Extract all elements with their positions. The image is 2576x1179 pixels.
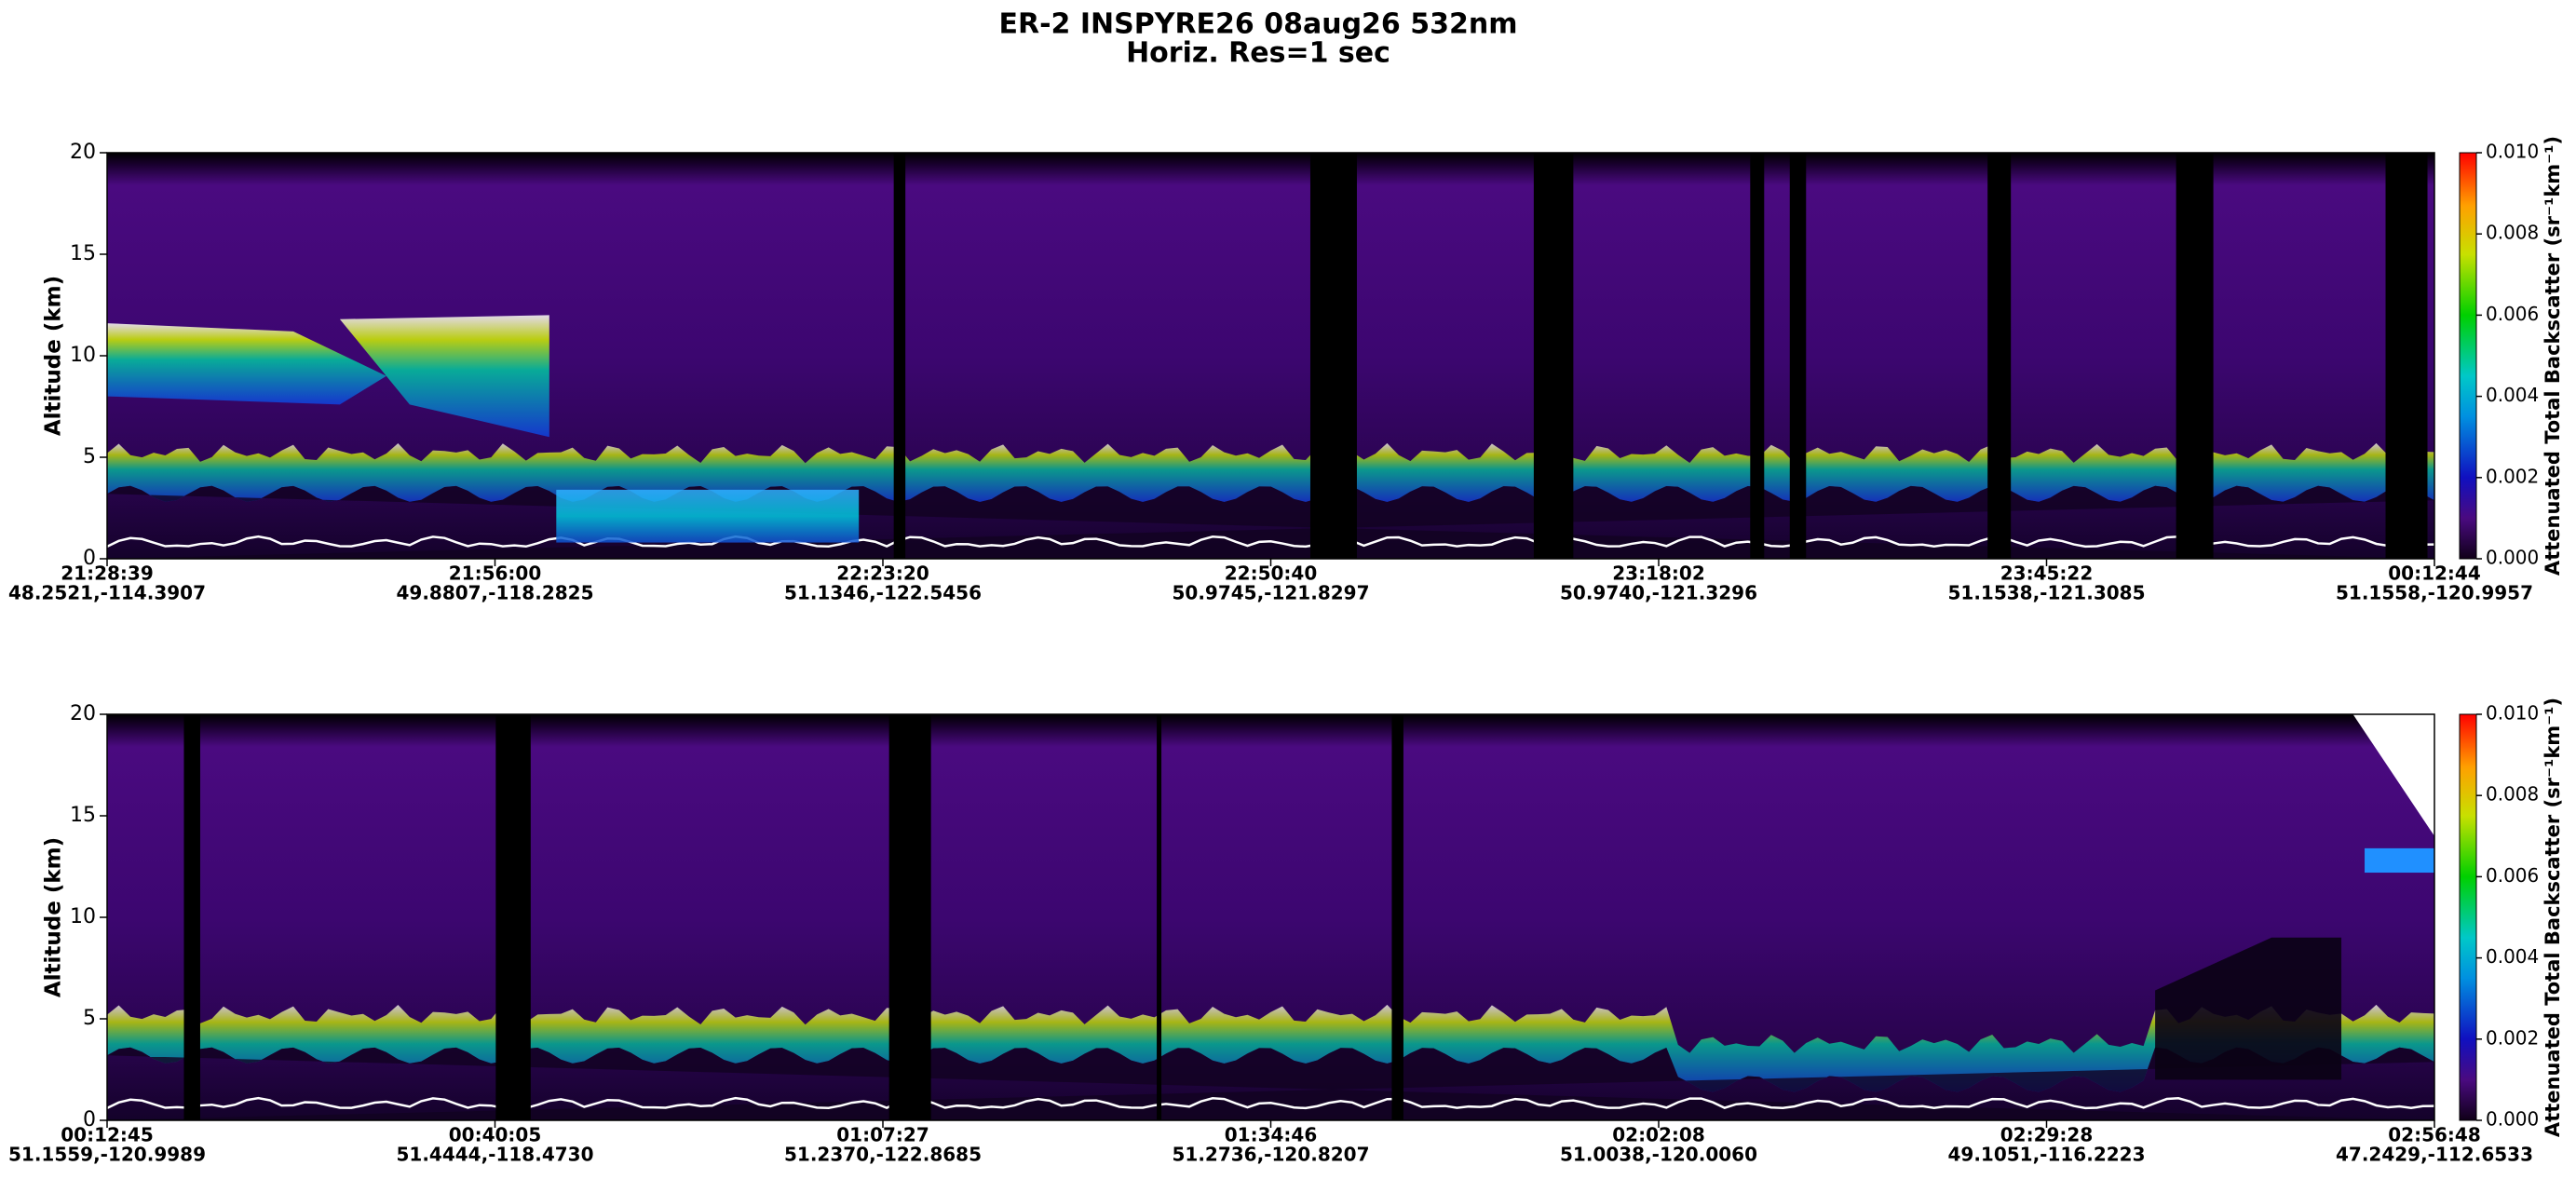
data-gap bbox=[1309, 153, 1357, 559]
data-gap bbox=[2176, 153, 2214, 559]
surface-return bbox=[106, 1096, 2435, 1110]
y-tick-label: 20 bbox=[70, 141, 96, 164]
colorbar-label: Attenuated Total Backscatter (sr⁻¹km⁻¹) bbox=[2542, 698, 2564, 1137]
x-tick-sublabel: 49.8807,-118.2825 bbox=[396, 582, 593, 604]
x-tick-label: 02:29:28 bbox=[2000, 1124, 2094, 1146]
x-tick-sublabel: 51.2736,-120.8207 bbox=[1172, 1144, 1369, 1166]
cirrus bbox=[107, 323, 386, 405]
x-tick-label: 00:40:05 bbox=[449, 1124, 542, 1146]
cirrus bbox=[339, 315, 549, 438]
cloud-top bbox=[2155, 937, 2342, 1080]
colorbar-tick-label: 0.010 bbox=[2486, 702, 2539, 725]
y-tick-label: 10 bbox=[70, 344, 96, 367]
x-tick-sublabel: 51.4444,-118.4730 bbox=[396, 1144, 593, 1166]
colorbar-tick-label: 0.002 bbox=[2486, 1026, 2539, 1049]
x-tick-sublabel: 51.1558,-120.9957 bbox=[2336, 582, 2533, 604]
x-tick-label: 01:07:27 bbox=[836, 1124, 929, 1146]
colorbar-tick-label: 0.004 bbox=[2486, 384, 2539, 406]
y-tick-label: 0 bbox=[83, 1108, 96, 1132]
colorbar bbox=[2459, 152, 2477, 560]
x-tick-sublabel: 49.1051,-116.2223 bbox=[1947, 1144, 2145, 1166]
x-tick-label: 21:28:39 bbox=[61, 562, 154, 585]
y-tick-label: 5 bbox=[83, 445, 96, 468]
y-axis-label: Altitude (km) bbox=[42, 837, 66, 997]
colorbar-tick-label: 0.000 bbox=[2486, 547, 2539, 569]
colorbar-tick-label: 0.008 bbox=[2486, 783, 2539, 806]
x-tick-sublabel: 47.2429,-112.6533 bbox=[2336, 1144, 2533, 1166]
colorbar-tick-label: 0.008 bbox=[2486, 222, 2539, 244]
plume bbox=[2365, 847, 2434, 874]
colorbar-tick-label: 0.004 bbox=[2486, 945, 2539, 968]
x-tick-sublabel: 51.1538,-121.3085 bbox=[1947, 582, 2145, 604]
y-axis-label: Altitude (km) bbox=[42, 276, 66, 436]
x-tick-label: 00:12:45 bbox=[61, 1124, 154, 1146]
colorbar-tick-label: 0.002 bbox=[2486, 465, 2539, 487]
data-gap bbox=[1789, 153, 1807, 559]
x-tick-sublabel: 50.9745,-121.8297 bbox=[1172, 582, 1369, 604]
data-gap bbox=[1391, 714, 1403, 1120]
data-gap bbox=[888, 714, 931, 1120]
colorbar-tick-label: 0.006 bbox=[2486, 864, 2539, 887]
x-tick-sublabel: 48.2521,-114.3907 bbox=[8, 582, 206, 604]
data-gap bbox=[183, 714, 200, 1120]
chart-subtitle: Horiz. Res=1 sec bbox=[1126, 37, 1390, 70]
x-tick-label: 00:12:44 bbox=[2388, 562, 2481, 585]
data-gap bbox=[1533, 153, 1574, 559]
cloud-layer bbox=[107, 442, 2434, 502]
backscatter-image bbox=[106, 153, 2435, 559]
colorbar-label: Attenuated Total Backscatter (sr⁻¹km⁻¹) bbox=[2542, 136, 2564, 576]
x-tick-label: 01:34:46 bbox=[1225, 1124, 1318, 1146]
backscatter-image bbox=[106, 714, 2435, 1120]
data-gap bbox=[893, 153, 906, 559]
colorbar-tick-label: 0.006 bbox=[2486, 303, 2539, 325]
x-tick-label: 22:50:40 bbox=[1225, 562, 1318, 585]
x-tick-sublabel: 51.2370,-122.8685 bbox=[784, 1144, 982, 1166]
x-tick-sublabel: 51.1346,-122.5456 bbox=[784, 582, 982, 604]
data-gap bbox=[2385, 153, 2428, 559]
under-cloud bbox=[107, 1047, 2434, 1120]
x-tick-sublabel: 50.9740,-121.3296 bbox=[1560, 582, 1757, 604]
y-tick-label: 0 bbox=[83, 547, 96, 570]
data-gap bbox=[495, 714, 531, 1120]
colorbar bbox=[2459, 713, 2477, 1121]
x-tick-label: 22:23:20 bbox=[836, 562, 929, 585]
cloud-layer bbox=[107, 1004, 2434, 1092]
colorbar-tick-label: 0.000 bbox=[2486, 1108, 2539, 1131]
x-tick-sublabel: 51.1559,-120.9989 bbox=[8, 1144, 206, 1166]
data-gap bbox=[1750, 153, 1765, 559]
y-tick-label: 15 bbox=[70, 242, 96, 265]
x-tick-label: 23:18:02 bbox=[1612, 562, 1705, 585]
data-gap bbox=[1157, 714, 1162, 1120]
data-gap bbox=[1987, 153, 2012, 559]
y-tick-label: 5 bbox=[83, 1007, 96, 1030]
fade bbox=[2352, 714, 2434, 836]
surface-return bbox=[106, 535, 2435, 549]
x-tick-label: 21:56:00 bbox=[449, 562, 542, 585]
x-tick-label: 23:45:22 bbox=[2000, 562, 2094, 585]
y-tick-label: 20 bbox=[70, 702, 96, 725]
x-tick-label: 02:02:08 bbox=[1612, 1124, 1705, 1146]
chart-title: ER-2 INSPYRE26 08aug26 532nm bbox=[999, 8, 1518, 41]
y-tick-label: 10 bbox=[70, 905, 96, 928]
colorbar-tick-label: 0.010 bbox=[2486, 141, 2539, 163]
x-tick-sublabel: 51.0038,-120.0060 bbox=[1560, 1144, 1757, 1166]
aerosol bbox=[556, 489, 860, 543]
y-tick-label: 15 bbox=[70, 804, 96, 827]
x-tick-label: 02:56:48 bbox=[2388, 1124, 2481, 1146]
